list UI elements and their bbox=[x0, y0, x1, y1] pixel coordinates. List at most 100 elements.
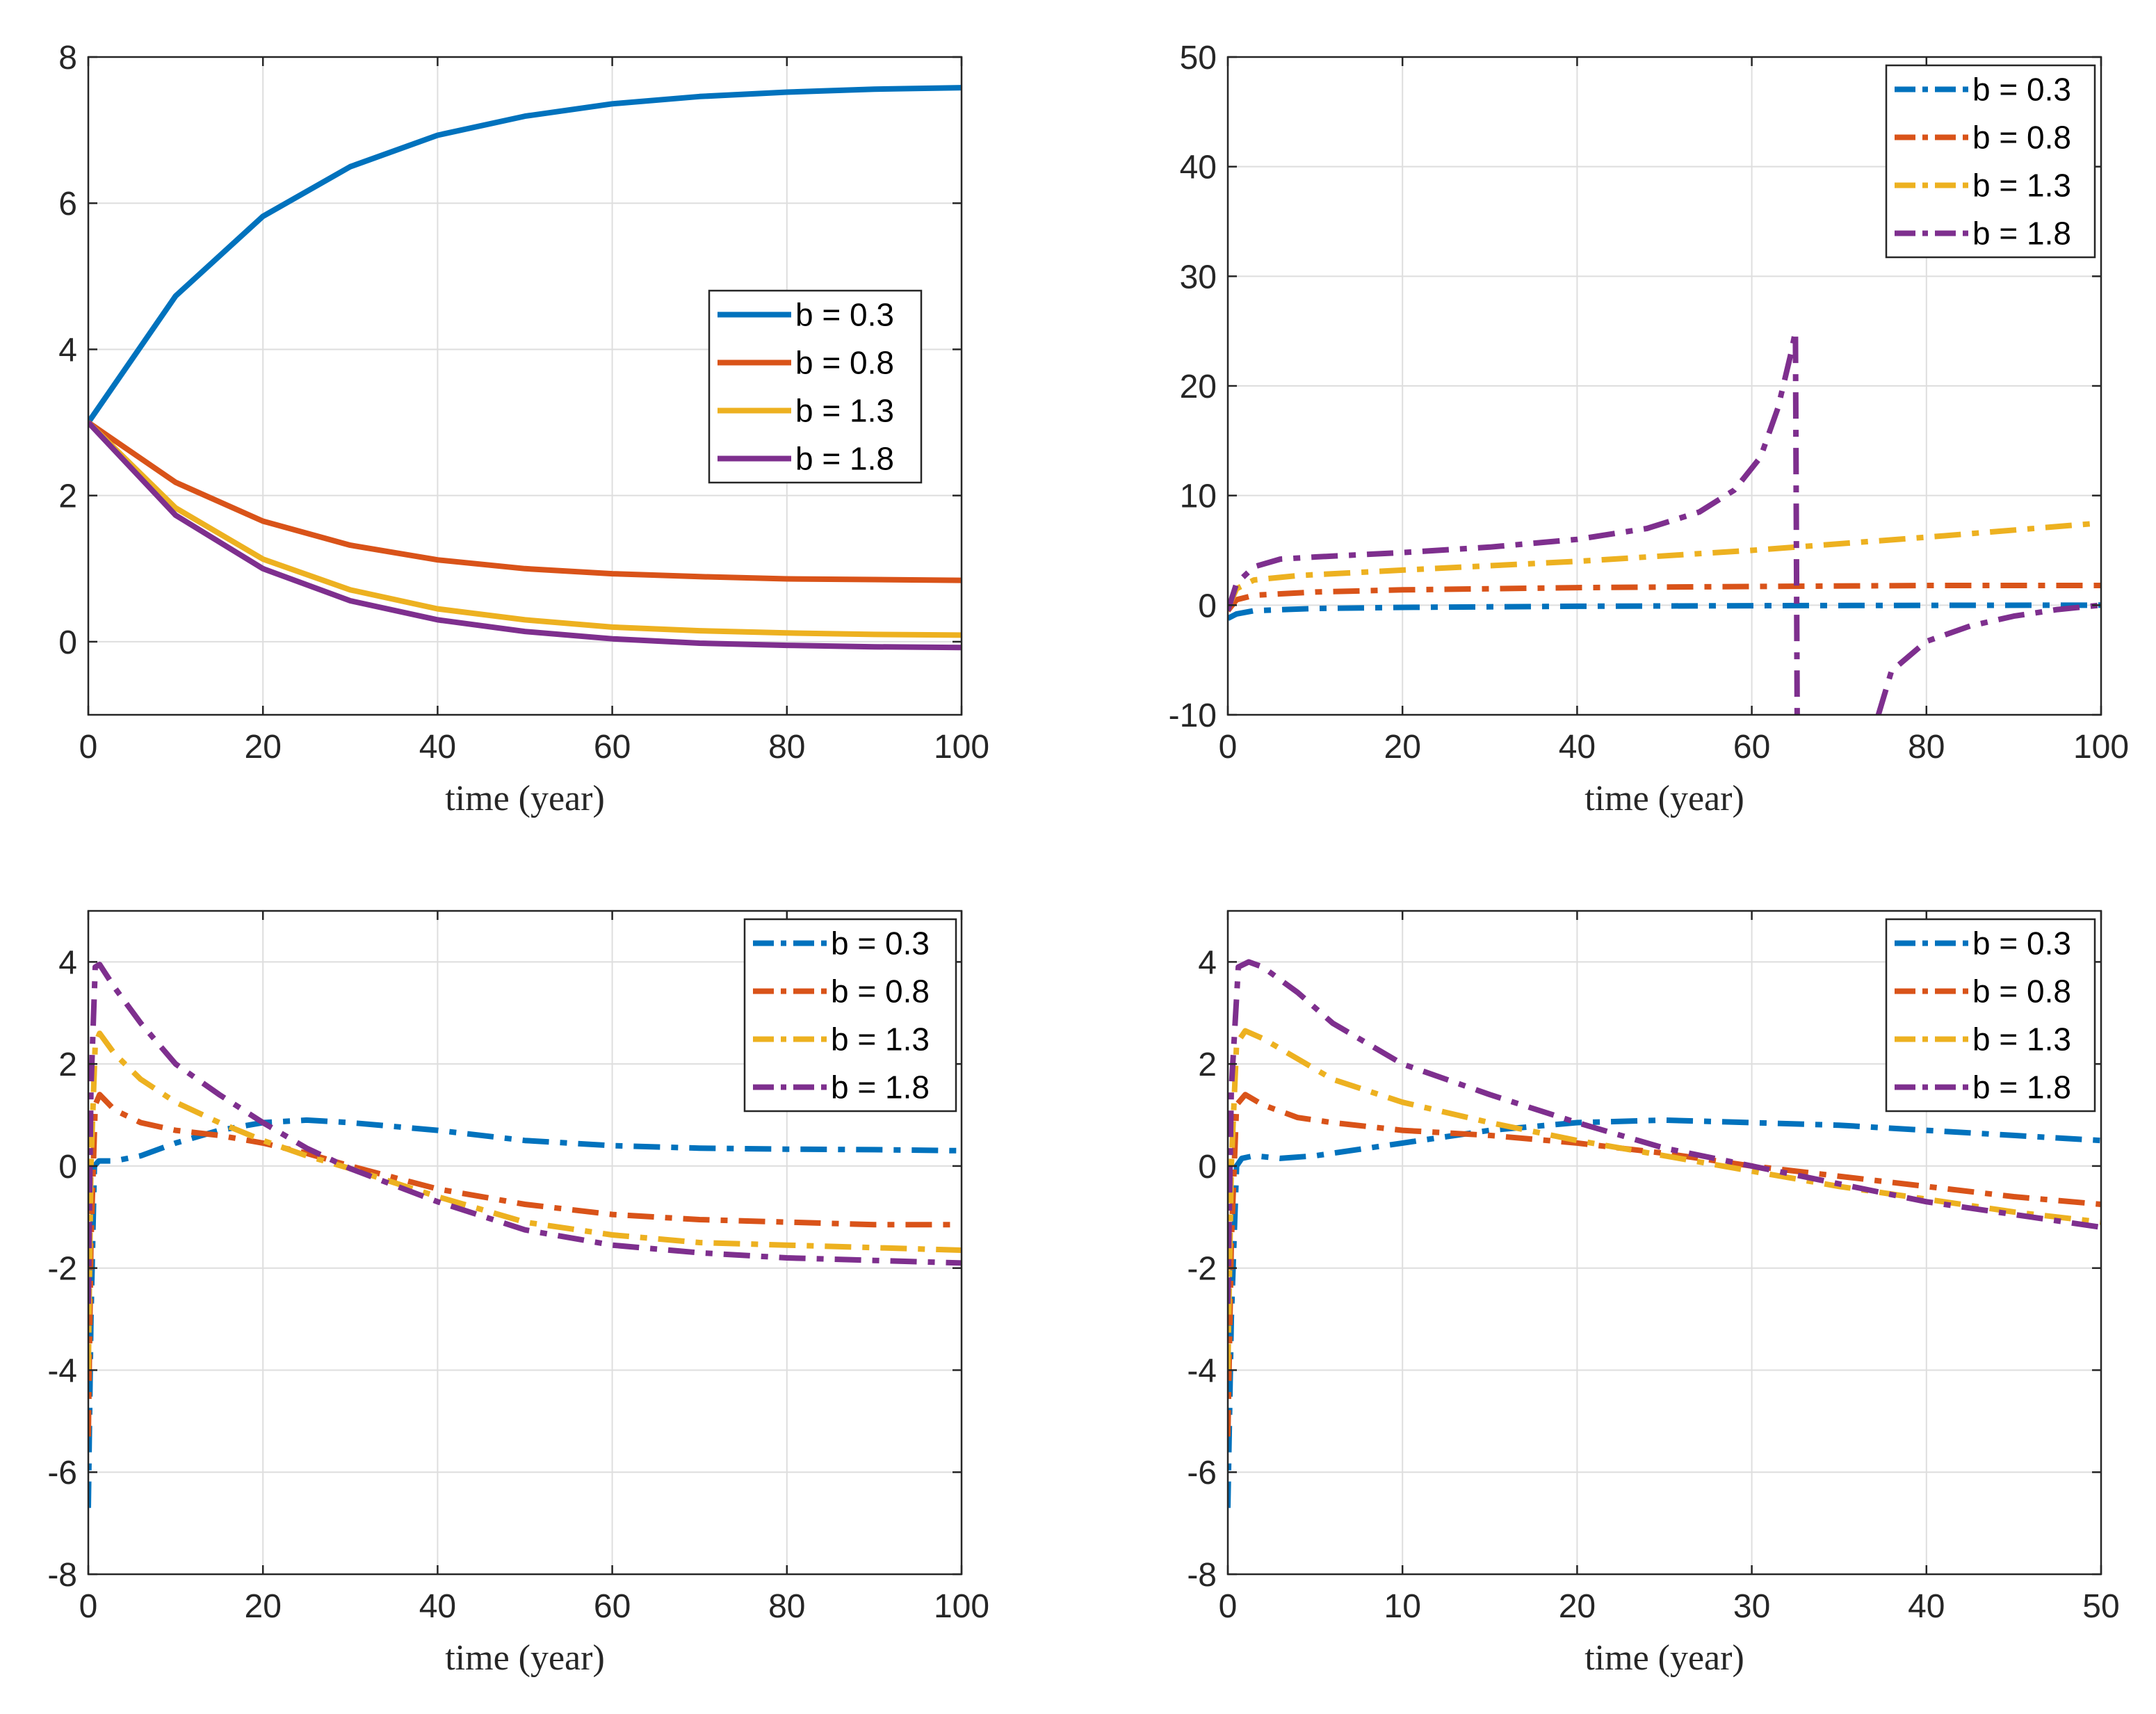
legend-label: b = 1.8 bbox=[1972, 1069, 2071, 1106]
series-line-18 bbox=[88, 962, 962, 1304]
x-tick-label: 40 bbox=[419, 1588, 456, 1625]
axes-box bbox=[87, 56, 963, 716]
series-line-03 bbox=[88, 85, 962, 424]
legend-label: b = 1.3 bbox=[1972, 1021, 2071, 1058]
y-tick-label: 0 bbox=[1198, 588, 1217, 624]
legend-label: b = 0.8 bbox=[1972, 120, 2071, 156]
legend-label: b = 0.3 bbox=[831, 925, 930, 962]
series-line-18 bbox=[88, 420, 962, 651]
y-tick-label: -2 bbox=[47, 1251, 77, 1288]
x-tick-label: 20 bbox=[245, 729, 282, 766]
legend-label: b = 1.8 bbox=[795, 441, 894, 477]
y-tick-label: -4 bbox=[1187, 1352, 1217, 1389]
y-tick-label: -6 bbox=[47, 1455, 77, 1491]
legend: b = 0.3 b = 0.8 b = 1.3 b = 1.8 bbox=[743, 918, 957, 1113]
subplot-bottom-right: 0 10 20 30 40 50 -8 -6 -4 -2 0 2 4 time (year) b = 0.3… bbox=[1187, 909, 2120, 1678]
series-line-03 bbox=[88, 1117, 962, 1508]
legend-label: b = 0.8 bbox=[795, 345, 894, 381]
legend-label: b = 0.3 bbox=[1972, 72, 2071, 108]
legend-label: b = 1.8 bbox=[1972, 216, 2071, 252]
series-group bbox=[1228, 959, 2101, 1508]
series-line-13 bbox=[1228, 1028, 2101, 1371]
x-tick-label: 80 bbox=[768, 729, 805, 766]
axes-box bbox=[1226, 909, 2102, 1576]
y-tick-label: 2 bbox=[58, 478, 77, 515]
y-tick-label: 20 bbox=[1180, 369, 1217, 405]
x-tick-label: 100 bbox=[934, 729, 989, 766]
series-line-08 bbox=[1228, 583, 2101, 613]
x-tick-label: 20 bbox=[1559, 1588, 1596, 1625]
x-tick-label: 20 bbox=[245, 1588, 282, 1625]
legend: b = 0.3 b = 0.8 b = 1.3 b = 1.8 bbox=[1885, 918, 2096, 1113]
legend-box bbox=[1885, 918, 2096, 1113]
series-group bbox=[88, 962, 962, 1508]
x-tick-label: 0 bbox=[1219, 729, 1238, 766]
x-tick-label: 60 bbox=[594, 729, 631, 766]
legend-label: b = 1.3 bbox=[831, 1021, 930, 1058]
series-line-13 bbox=[88, 420, 962, 638]
y-tick-label: 6 bbox=[58, 186, 77, 223]
series-line-13 bbox=[88, 1030, 962, 1371]
y-tick-label: 0 bbox=[58, 624, 77, 661]
x-tick-label: 10 bbox=[1384, 1588, 1421, 1625]
series-line-18 bbox=[1228, 328, 1800, 715]
axes-box bbox=[87, 909, 963, 1576]
x-tick-label: 40 bbox=[1559, 729, 1596, 766]
y-tick-label: 8 bbox=[58, 40, 77, 76]
series-line-08 bbox=[88, 420, 962, 583]
legend-label: b = 0.3 bbox=[1972, 925, 2071, 962]
x-tick-label: 0 bbox=[79, 1588, 98, 1625]
y-tick-label: 2 bbox=[58, 1046, 77, 1083]
x-tick-label: 40 bbox=[419, 729, 456, 766]
y-tick-label: 40 bbox=[1180, 149, 1217, 186]
series-line-03 bbox=[1228, 1117, 2101, 1508]
x-axis-title: time (year) bbox=[1584, 1638, 1744, 1678]
x-tick-label: 80 bbox=[768, 1588, 805, 1625]
legend-box bbox=[743, 918, 957, 1113]
series-line-13 bbox=[1228, 520, 2101, 610]
y-tick-label: -10 bbox=[1169, 697, 1217, 734]
series-line-08 bbox=[1228, 1092, 2101, 1437]
series-line-18 bbox=[1875, 602, 2101, 715]
x-tick-label: 40 bbox=[1908, 1588, 1945, 1625]
legend-label: b = 0.8 bbox=[1972, 973, 2071, 1010]
series-group bbox=[88, 85, 962, 651]
y-tick-label: 4 bbox=[1198, 944, 1217, 981]
series-group bbox=[1228, 328, 2101, 715]
x-tick-label: 100 bbox=[2073, 729, 2129, 766]
series-line-03 bbox=[1228, 602, 2101, 621]
y-tick-label: 0 bbox=[1198, 1149, 1217, 1186]
series-line-18 bbox=[1228, 959, 2101, 1304]
legend: b = 0.3 b = 0.8 b = 1.3 b = 1.8 bbox=[1885, 64, 2096, 259]
x-axis-title: time (year) bbox=[445, 1638, 605, 1678]
y-tick-label: -8 bbox=[47, 1557, 77, 1594]
x-tick-label: 50 bbox=[2082, 1588, 2119, 1625]
subplot-bottom-left: 0 20 40 60 80 100 -8 -6 -4 -2 0 2 4 time (year) b = 0.… bbox=[47, 909, 989, 1678]
x-tick-label: 0 bbox=[79, 729, 98, 766]
y-tick-label: -4 bbox=[47, 1352, 77, 1389]
y-tick-label: -2 bbox=[1187, 1251, 1217, 1288]
legend-label: b = 1.3 bbox=[1972, 168, 2071, 204]
legend: b = 0.3 b = 0.8 b = 1.3 b = 1.8 bbox=[708, 289, 923, 484]
x-tick-label: 0 bbox=[1219, 1588, 1238, 1625]
x-tick-label: 60 bbox=[594, 1588, 631, 1625]
x-axis-title: time (year) bbox=[1584, 779, 1744, 818]
x-tick-label: 60 bbox=[1733, 729, 1770, 766]
y-tick-label: 10 bbox=[1180, 478, 1217, 515]
y-tick-label: 30 bbox=[1180, 259, 1217, 296]
legend-label: b = 0.3 bbox=[795, 297, 894, 333]
legend-label: b = 0.8 bbox=[831, 973, 930, 1010]
x-axis-title: time (year) bbox=[445, 779, 605, 818]
y-tick-label: 4 bbox=[58, 944, 77, 981]
legend-box bbox=[1885, 64, 2096, 259]
legend-box bbox=[708, 289, 923, 484]
y-tick-label: 2 bbox=[1198, 1046, 1217, 1083]
x-tick-label: 20 bbox=[1384, 729, 1421, 766]
y-tick-label: 4 bbox=[58, 332, 77, 369]
x-tick-label: 80 bbox=[1908, 729, 1945, 766]
legend-label: b = 1.3 bbox=[795, 393, 894, 429]
y-tick-label: -6 bbox=[1187, 1455, 1217, 1491]
y-tick-label: 50 bbox=[1180, 40, 1217, 76]
